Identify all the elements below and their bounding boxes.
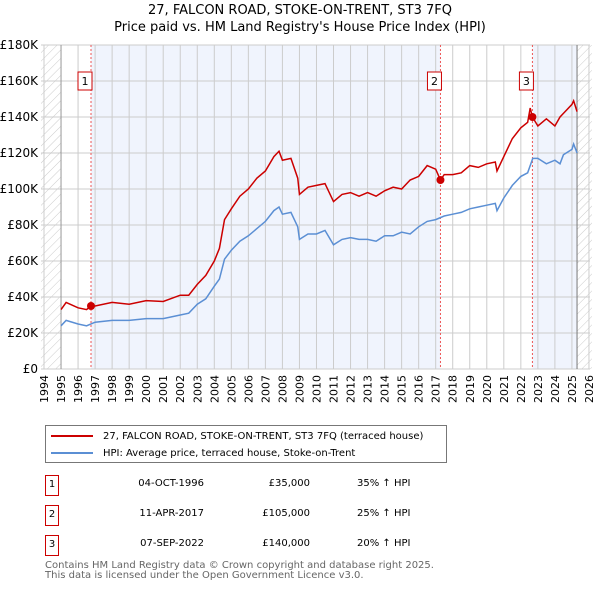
sale-price: £140,000 (262, 538, 310, 549)
x-tick-label: 2021 (498, 375, 511, 403)
x-tick-label: 2007 (259, 375, 272, 403)
x-tick-label: 2015 (396, 375, 409, 403)
sale-point (528, 113, 537, 121)
x-tick-label: 1999 (123, 375, 136, 403)
sale-hpi-diff: 35% ↑ HPI (357, 478, 411, 489)
x-tick-label: 2004 (208, 375, 221, 403)
blue-line-icon (51, 452, 93, 454)
x-tick-label: 2022 (515, 375, 528, 403)
x-tick-label: 2018 (447, 375, 460, 403)
sale-label-box (518, 71, 534, 91)
x-tick-label: 2016 (413, 375, 426, 403)
legend-label: 27, FALCON ROAD, STOKE-ON-TRENT, ST3 7FQ… (103, 430, 424, 442)
hatched-region (577, 45, 592, 369)
hatched-region (41, 45, 62, 369)
sale-label: 1 (82, 75, 89, 88)
series-line-property (60, 98, 578, 311)
x-tick-label: 2005 (225, 375, 238, 403)
sale-point (436, 176, 445, 184)
x-tick-label: 2019 (464, 375, 477, 403)
x-tick-label: 2012 (345, 375, 358, 403)
x-tick-label: 2006 (242, 375, 255, 403)
sale-number: 3 (45, 535, 59, 556)
y-tick-label: £80K (7, 218, 39, 232)
sale-row: 2 11-APR-2017 £105,000 25% ↑ HPI (45, 505, 465, 526)
y-tick-label: £60K (7, 254, 39, 268)
sale-date: 04-OCT-1996 (138, 478, 204, 489)
sale-row: 3 07-SEP-2022 £140,000 20% ↑ HPI (45, 535, 465, 556)
x-tick-label: 2017 (430, 375, 443, 403)
x-tick-label: 2024 (549, 375, 562, 403)
x-tick-label: 2013 (362, 375, 375, 403)
chart-title: 27, FALCON ROAD, STOKE-ON-TRENT, ST3 7FQ… (114, 3, 486, 35)
y-tick-label: £180K (0, 38, 39, 52)
x-tick-label: 2002 (174, 375, 187, 403)
x-tick-label: 1996 (72, 375, 85, 403)
x-tick-label: 1998 (106, 375, 119, 403)
x-tick-label: 2014 (379, 375, 392, 403)
sale-row: 1 04-OCT-1996 £35,000 35% ↑ HPI (45, 475, 465, 496)
x-tick-label: 1995 (55, 375, 68, 403)
series-line-hpi (60, 141, 578, 327)
red-line-icon (51, 435, 93, 437)
y-tick-label: £120K (0, 146, 39, 160)
sale-price: £105,000 (262, 508, 310, 519)
x-tick-label: 2003 (191, 375, 204, 403)
legend-item-hpi: HPI: Average price, terraced house, Stok… (51, 445, 355, 461)
x-tick-label: 1997 (89, 375, 102, 403)
y-tick-label: £40K (7, 290, 39, 304)
sale-label: 3 (523, 75, 530, 88)
x-tick-label: 2023 (532, 375, 545, 403)
footer: Contains HM Land Registry data © Crown c… (45, 560, 434, 581)
sale-hpi-diff: 25% ↑ HPI (357, 508, 411, 519)
sale-label-box (77, 71, 93, 91)
sale-date: 11-APR-2017 (139, 508, 204, 519)
sale-price: £35,000 (268, 478, 310, 489)
y-tick-label: £160K (0, 74, 39, 88)
y-tick-label: £100K (0, 182, 39, 196)
x-tick-label: 1994 (38, 375, 51, 403)
sale-number: 2 (45, 505, 59, 526)
x-tick-label: 2001 (157, 375, 170, 403)
x-tick-label: 2025 (566, 375, 579, 403)
x-tick-label: 2009 (293, 375, 306, 403)
x-tick-label: 2000 (140, 375, 153, 403)
x-tick-label: 2008 (276, 375, 289, 403)
sale-point (87, 302, 96, 310)
sale-label-box (426, 71, 442, 91)
y-tick-label: £0 (23, 362, 38, 376)
y-tick-label: £140K (0, 110, 39, 124)
x-tick-label: 2011 (328, 375, 341, 403)
legend: 27, FALCON ROAD, STOKE-ON-TRENT, ST3 7FQ… (45, 425, 447, 463)
legend-item-property: 27, FALCON ROAD, STOKE-ON-TRENT, ST3 7FQ… (51, 428, 423, 444)
legend-label: HPI: Average price, terraced house, Stok… (103, 447, 356, 459)
x-tick-label: 2010 (310, 375, 323, 403)
x-tick-label: 2026 (583, 375, 596, 403)
x-tick-label: 2020 (481, 375, 494, 403)
price-chart: 1994 1995 1996 1997 1998 1999 2000 2001 2002 2003… (0, 38, 596, 403)
sale-label: 2 (431, 75, 438, 88)
sale-date: 07-SEP-2022 (140, 538, 204, 549)
sale-hpi-diff: 20% ↑ HPI (357, 538, 411, 549)
y-tick-label: £20K (7, 326, 39, 340)
sale-number: 1 (45, 475, 59, 496)
